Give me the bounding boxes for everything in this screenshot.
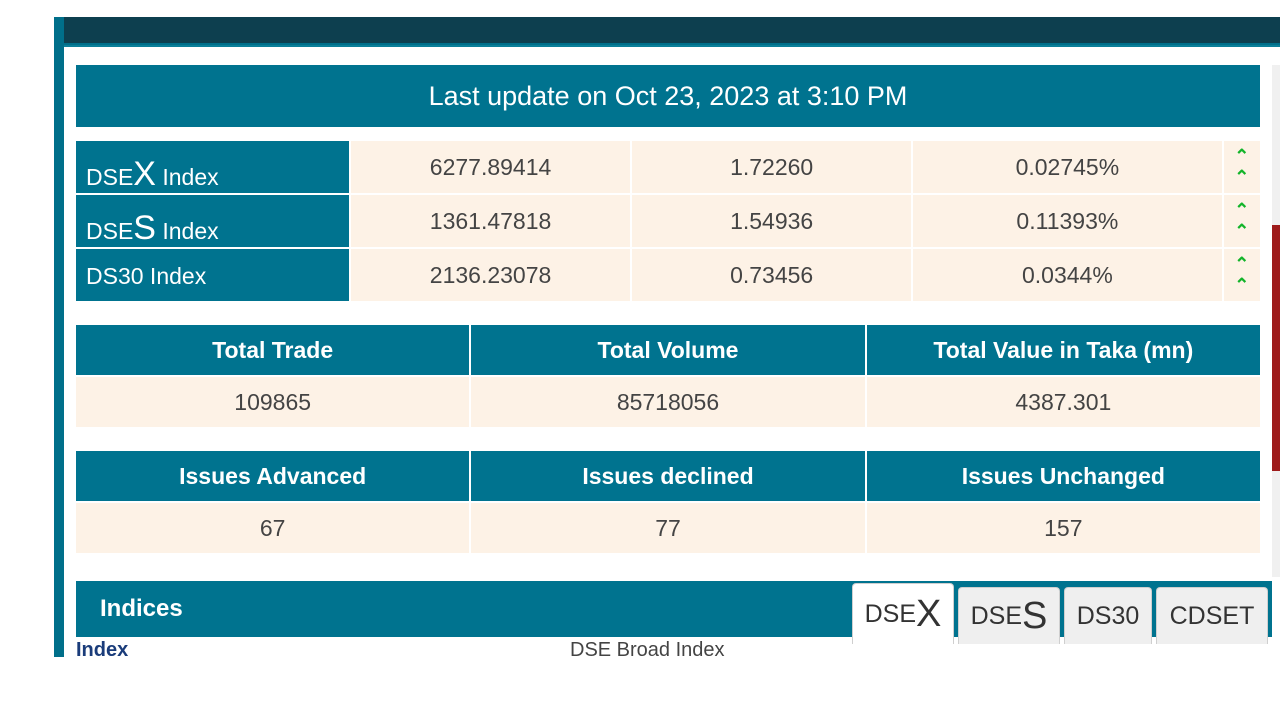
index-table: DSEX Index 6277.89414 1.72260 0.02745% ⌃… — [74, 139, 1262, 303]
issues-declined-value: 77 — [471, 503, 865, 553]
last-update-banner: Last update on Oct 23, 2023 at 3:10 PM — [76, 65, 1260, 127]
total-trade-value: 109865 — [76, 377, 470, 427]
double-chevron-up-icon: ⌃ ⌃ — [1223, 249, 1260, 301]
index-change: 0.73456 — [632, 249, 912, 301]
totals-table: Total Trade Total Volume Total Value in … — [74, 323, 1262, 429]
issues-unchanged-value: 157 — [866, 503, 1260, 553]
issues-declined-header: Issues declined — [471, 451, 865, 501]
table-row: DSES Index 1361.47818 1.54936 0.11393% ⌃… — [76, 195, 1260, 247]
market-summary-panel: Last update on Oct 23, 2023 at 3:10 PM D… — [54, 17, 1280, 657]
tab-dses[interactable]: DSE S — [958, 587, 1060, 644]
table-row: Issues Advanced Issues declined Issues U… — [76, 451, 1260, 501]
indices-tabs: DSE X DSE S DS30 CDSET — [852, 583, 1268, 644]
left-border — [54, 17, 64, 657]
summary-content: Last update on Oct 23, 2023 at 3:10 PM D… — [76, 65, 1260, 555]
issues-advanced-header: Issues Advanced — [76, 451, 470, 501]
table-row: Total Trade Total Volume Total Value in … — [76, 325, 1260, 375]
total-value-taka: 4387.301 — [866, 377, 1260, 427]
index-broad-name: DSE Broad Index — [570, 639, 725, 657]
top-header-bar — [64, 17, 1280, 45]
issues-unchanged-header: Issues Unchanged — [866, 451, 1260, 501]
double-chevron-up-icon: ⌃ ⌃ — [1223, 141, 1260, 193]
index-percent: 0.0344% — [913, 249, 1222, 301]
double-chevron-up-icon: ⌃ ⌃ — [1223, 195, 1260, 247]
indices-row: Index DSE Broad Index — [76, 637, 852, 657]
total-volume-value: 85718056 — [471, 377, 865, 427]
index-change: 1.54936 — [632, 195, 912, 247]
indices-title: Indices — [100, 595, 183, 622]
index-value: 1361.47818 — [351, 195, 631, 247]
index-change: 1.72260 — [632, 141, 912, 193]
issues-table: Issues Advanced Issues declined Issues U… — [74, 449, 1262, 555]
tab-ds30[interactable]: DS30 — [1064, 587, 1152, 644]
index-name-dsex[interactable]: DSEX Index — [76, 141, 350, 193]
index-percent: 0.02745% — [913, 141, 1222, 193]
index-percent: 0.11393% — [913, 195, 1222, 247]
table-row: DS30 Index 2136.23078 0.73456 0.0344% ⌃ ⌃ — [76, 249, 1260, 301]
tab-dsex[interactable]: DSE X — [852, 583, 954, 644]
top-divider — [64, 45, 1280, 47]
tab-cdset[interactable]: CDSET — [1156, 587, 1268, 644]
total-value-header: Total Value in Taka (mn) — [866, 325, 1260, 375]
index-name-ds30[interactable]: DS30 Index — [76, 249, 350, 301]
index-value: 6277.89414 — [351, 141, 631, 193]
table-row: DSEX Index 6277.89414 1.72260 0.02745% ⌃… — [76, 141, 1260, 193]
table-row: 109865 85718056 4387.301 — [76, 377, 1260, 427]
index-value: 2136.23078 — [351, 249, 631, 301]
total-volume-header: Total Volume — [471, 325, 865, 375]
index-link[interactable]: Index — [76, 639, 129, 657]
right-side-marker — [1272, 225, 1280, 471]
total-trade-header: Total Trade — [76, 325, 470, 375]
index-name-dses[interactable]: DSES Index — [76, 195, 350, 247]
issues-advanced-value: 67 — [76, 503, 470, 553]
table-row: 67 77 157 — [76, 503, 1260, 553]
